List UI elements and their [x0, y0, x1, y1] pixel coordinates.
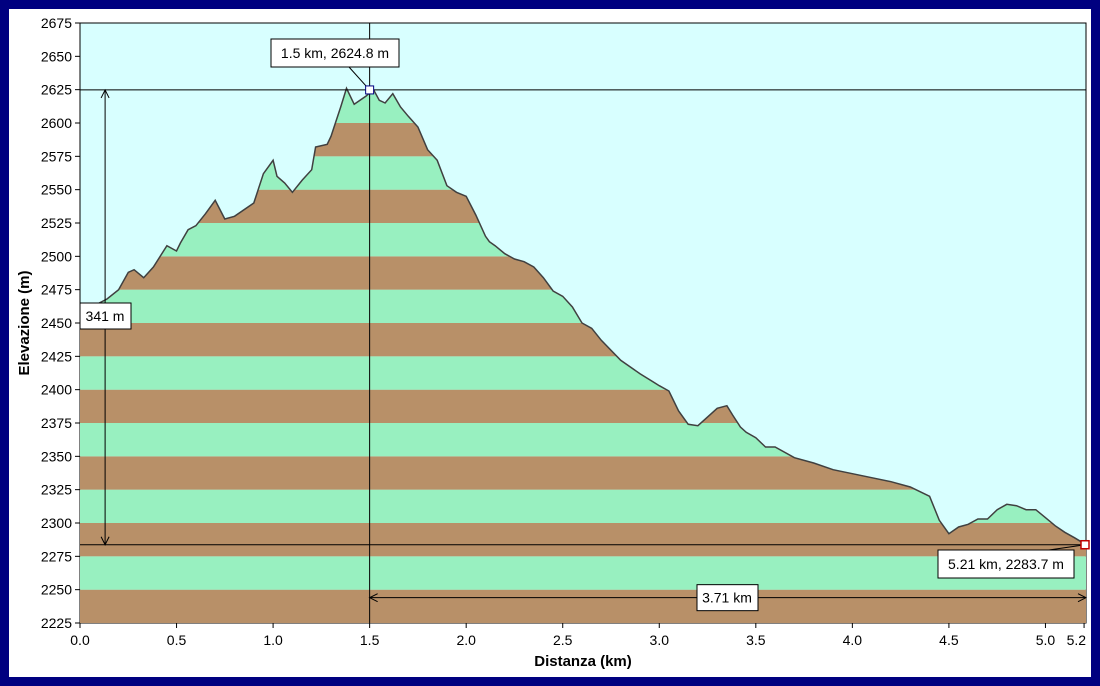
elevation-difference-measure: 341 m	[79, 88, 132, 546]
peak-marker[interactable]	[365, 85, 375, 95]
y-tick-label: 2275	[41, 548, 72, 564]
x-tick-label: 0.0	[70, 632, 90, 648]
y-tick-label: 2650	[41, 48, 72, 64]
chart-panel: 2225 2250 2275 2300 2325 2350 2375 2400 2425 2450…	[9, 9, 1091, 677]
y-tick-label: 2600	[41, 115, 72, 131]
elevation-chart: 2225 2250 2275 2300 2325 2350 2375 2400 2425 2450…	[16, 15, 1090, 670]
y-tick-label: 2375	[41, 415, 72, 431]
y-tick-label: 2550	[41, 182, 72, 198]
elevation-band	[80, 489, 1086, 523]
y-tick-label: 2575	[41, 148, 72, 164]
elevation-band	[80, 523, 1086, 557]
end-marker[interactable]	[1080, 539, 1090, 550]
distance-diff-box	[696, 584, 759, 612]
x-tick-label: 4.0	[843, 632, 863, 648]
y-tick-label: 2525	[41, 215, 72, 231]
elevation-band	[80, 556, 1086, 590]
peak-callout: 1.5 km, 2624.8 m	[270, 38, 400, 95]
elevation-profile-line	[79, 86, 1087, 546]
elevation-diff-label: 341 m	[86, 308, 125, 324]
elevation-measure-arrow-top	[100, 88, 110, 99]
crosshair-lines	[80, 23, 1086, 623]
x-tick-label: 4.5	[939, 632, 959, 648]
elevation-measure-arrow-bottom	[100, 536, 110, 546]
distance-measure-arrow-right	[1077, 593, 1088, 603]
x-tick-label: 0.5	[167, 632, 187, 648]
y-tick-label: 2625	[41, 82, 72, 98]
end-callout-box	[937, 549, 1075, 579]
x-tick-label: 5.0	[1036, 632, 1056, 648]
peak-callout-label: 1.5 km, 2624.8 m	[281, 45, 389, 61]
distance-measure-arrow-left	[368, 593, 378, 603]
x-axis-label: Distanza (km)	[534, 653, 632, 670]
y-tick-label: 2450	[41, 315, 72, 331]
y-tick-label: 2400	[41, 382, 72, 398]
x-tick-label: 5.2	[1067, 632, 1087, 648]
elevation-band	[80, 589, 1086, 623]
y-axis-ticks: 2225 2250 2275 2300 2325 2350 2375 2400 2425 2450…	[41, 15, 80, 631]
y-tick-label: 2350	[41, 448, 72, 464]
x-tick-label: 2.0	[456, 632, 476, 648]
x-tick-label: 3.5	[746, 632, 766, 648]
y-tick-label: 2300	[41, 515, 72, 531]
y-tick-label: 2675	[41, 15, 72, 31]
y-tick-label: 2425	[41, 348, 72, 364]
end-callout-leader	[1048, 544, 1086, 551]
distance-difference-measure: 3.71 km	[368, 584, 1088, 612]
x-axis-ticks: 0.0 0.5 1.0 1.5 2.0 2.5 3.0 3.5 4.0 4.5 5.0 5.2	[70, 623, 1086, 648]
end-callout: 5.21 km, 2283.7 m	[937, 539, 1090, 579]
y-tick-label: 2325	[41, 482, 72, 498]
peak-callout-box	[270, 38, 400, 68]
x-tick-label: 2.5	[553, 632, 573, 648]
x-tick-label: 3.0	[650, 632, 670, 648]
elevation-diff-box	[79, 302, 132, 330]
end-callout-label: 5.21 km, 2283.7 m	[948, 556, 1064, 572]
x-tick-label: 1.5	[360, 632, 380, 648]
y-tick-label: 2475	[41, 282, 72, 298]
y-axis-label: Elevazione (m)	[16, 270, 33, 375]
y-tick-label: 2225	[41, 615, 72, 631]
y-tick-label: 2500	[41, 248, 72, 264]
x-tick-label: 1.0	[263, 632, 283, 648]
y-tick-label: 2250	[41, 582, 72, 598]
distance-diff-label: 3.71 km	[702, 590, 752, 606]
